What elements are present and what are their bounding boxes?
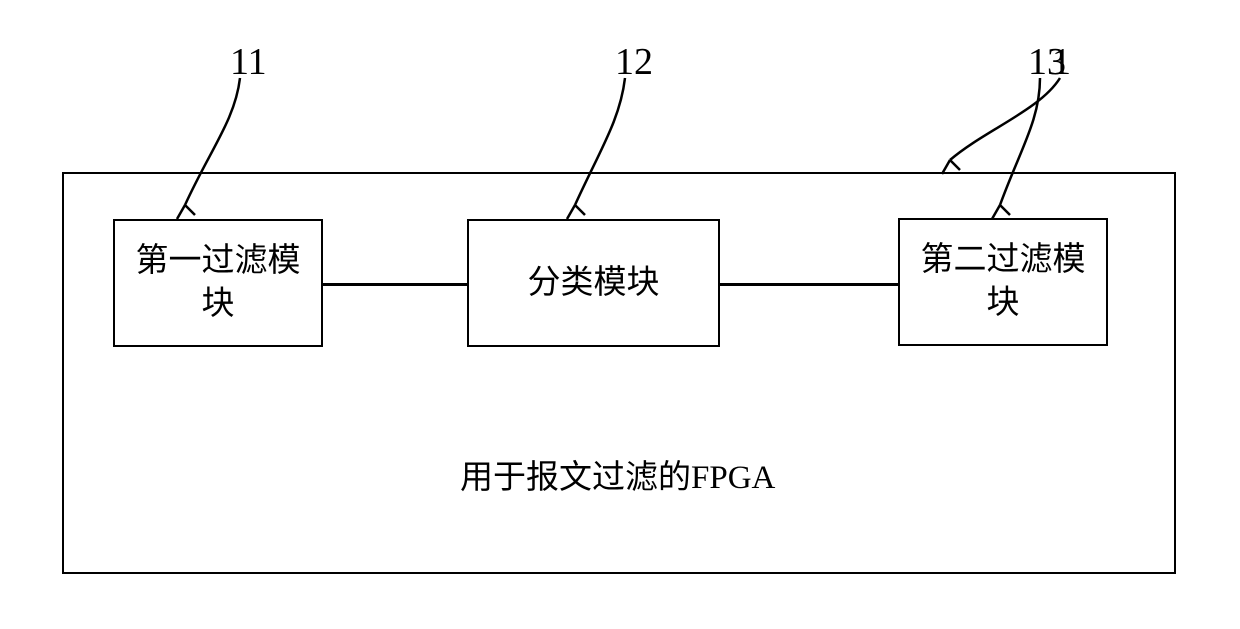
diagram-canvas: 用于报文过滤的FPGA 1 第一过滤模块 11 分类模块 12 第二过滤模块 1… [0, 0, 1240, 629]
leader-hook [942, 160, 960, 174]
leader-hook [177, 205, 195, 219]
leader-hook [567, 205, 585, 219]
leader-hook [992, 205, 1010, 219]
leader-12 [575, 78, 625, 205]
leader-lines [0, 0, 1240, 629]
leader-13 [1000, 78, 1040, 205]
leader-1 [950, 78, 1060, 160]
leader-11 [185, 78, 240, 205]
